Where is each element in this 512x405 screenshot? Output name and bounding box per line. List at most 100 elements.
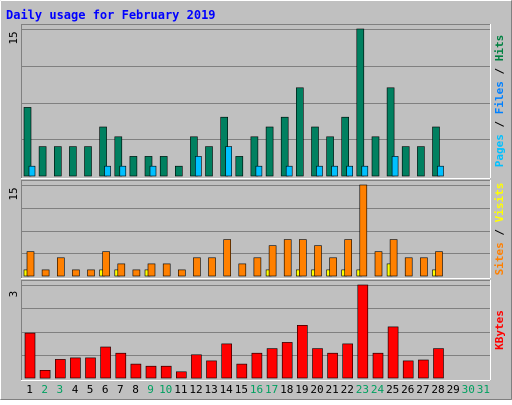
bar-sites [132,269,141,277]
bar-kbytes [39,369,51,379]
bar-sites [162,263,171,277]
bar-kbytes [342,343,354,379]
x-tick-label: 13 [204,383,217,396]
panel-legend-label: KBytes [493,310,506,350]
bar-sites [298,239,307,277]
x-tick-label: 4 [72,383,79,396]
x-tick-label: 8 [132,383,139,396]
bar-sites [389,239,398,277]
x-tick-label: 11 [174,383,187,396]
x-tick-label: 27 [416,383,429,396]
bar-kbytes [327,352,338,379]
x-tick-label: 19 [295,383,308,396]
bar-files [195,156,202,177]
bar-files [361,165,369,177]
bar-sites [102,251,110,277]
bar-sites [87,269,95,277]
bar-sites [359,184,368,277]
x-tick-label: 12 [189,383,202,396]
bar-files [437,165,444,177]
bar-kbytes [251,352,263,379]
bar-kbytes [145,365,157,379]
bar-hits [159,156,168,177]
bar-hits [295,87,304,177]
bar-hits [417,146,425,177]
bar-files [316,165,323,177]
chart-panel-1: 15 Pages / Files / Hits [7,24,506,179]
bar-sites [253,257,262,277]
legend-label-part: Hits [493,35,506,62]
x-tick-label: 16 [250,383,263,396]
bar-hits [69,146,77,177]
x-tick-label: 7 [117,383,124,396]
bar-kbytes [312,348,323,379]
x-tick-label: 20 [310,383,323,396]
bar-kbytes [236,363,248,379]
bar-sites [238,263,247,277]
bar-kbytes [70,357,81,379]
bar-sites [420,257,428,277]
legend-label-part: Visits [493,183,506,223]
x-tick-label: 28 [431,383,444,396]
bar-hits [114,136,123,177]
bar-kbytes [24,332,36,379]
bar-files [285,165,293,177]
y-max-label: 15 [7,31,20,44]
bar-sites [344,239,353,277]
bar-kbytes [281,342,293,379]
bar-hits [326,136,334,177]
x-tick-label: 10 [159,383,172,396]
bar-sites [283,239,292,277]
bar-hits [341,116,350,177]
x-tick-label: 25 [386,383,399,396]
bar-kbytes [266,348,278,379]
bar-files [104,165,111,177]
legend-label-part: Pages [493,134,506,167]
bar-sites [56,257,65,277]
x-tick-label: 23 [356,383,369,396]
legend-label-part: KBytes [493,310,506,350]
bar-hits [250,136,259,177]
bar-hits [371,136,380,177]
bar-sites [117,263,126,277]
bar-sites [223,239,231,277]
chart-panel-2: 15 Sites / Visits [7,180,506,279]
bar-files [225,146,232,177]
bar-hits [432,126,440,177]
bar-files [331,165,338,177]
bar-hits [280,116,289,177]
bar-sites [72,269,80,277]
x-tick-label: 15 [235,383,248,396]
bar-kbytes [176,371,187,379]
bar-sites [268,245,277,277]
panel-legend-label: Pages / Files / Hits [493,35,506,168]
bar-kbytes [402,360,414,379]
x-tick-label: 30 [462,383,475,396]
legend-label-part: Sites [493,242,506,275]
bar-kbytes [221,343,232,379]
x-tick-label: 14 [220,383,234,396]
bar-kbytes [160,365,172,379]
legend-label-part: / [493,61,506,81]
bar-kbytes [206,360,217,379]
bar-hits [311,126,319,177]
bar-kbytes [100,346,111,379]
bar-hits [175,165,183,177]
bar-files [391,156,399,177]
bar-sites [404,257,413,277]
x-tick-label: 5 [87,383,94,396]
x-tick-label: 21 [325,383,338,396]
bar-kbytes [85,357,96,379]
bar-kbytes [54,359,66,379]
panel-legend-label: Sites / Visits [493,183,506,276]
bar-sites [26,251,35,277]
bar-hits [84,146,92,177]
bar-kbytes [130,363,142,379]
bar-sites [374,251,383,277]
chart-title: Daily usage for February 2019 [6,8,216,22]
bar-hits [235,156,244,177]
bar-hits [386,87,395,177]
bar-hits [99,126,107,177]
